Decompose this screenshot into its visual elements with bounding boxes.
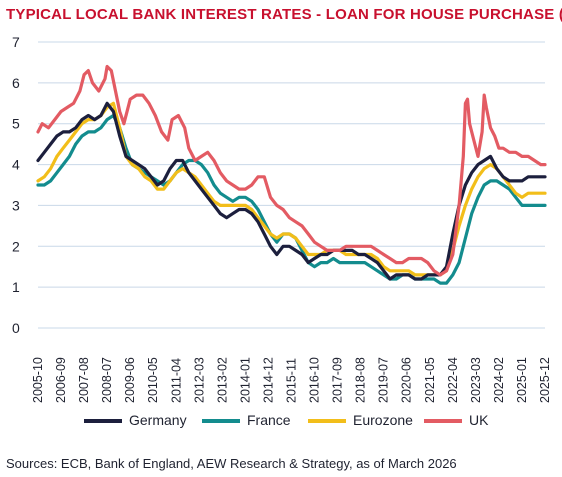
x-tick-label: 2018-08 (354, 357, 368, 403)
x-tick-label: 2010-05 (146, 357, 160, 403)
x-tick-label: 2011-04 (169, 358, 183, 403)
x-tick-label: 2014-01 (238, 357, 252, 403)
y-tick-label: 2 (12, 238, 20, 254)
x-tick-label: 2014-12 (261, 357, 275, 403)
x-tick-label: 2007-08 (77, 357, 91, 403)
legend-swatch-germany (84, 419, 122, 423)
x-tick-label: 2022-04 (446, 357, 460, 403)
x-tick-label: 2009-06 (123, 357, 137, 403)
y-tick-label: 1 (12, 279, 20, 295)
x-tick-label: 2025-12 (538, 357, 552, 403)
legend-label-france: France (247, 412, 291, 428)
x-tick-label: 2017-09 (331, 357, 345, 403)
legend-label-eurozone: Eurozone (353, 412, 413, 428)
x-tick-label: 2023-03 (469, 357, 483, 403)
x-tick-label: 2021-05 (423, 357, 437, 403)
x-tick-label: 2005-10 (31, 357, 45, 403)
x-axis-ticks: 2005-10 2006-09 2007-08 2008-07 2009-06 2010-… (31, 357, 552, 403)
x-tick-label: 2008-07 (100, 357, 114, 403)
series-line-uk (36, 64, 547, 277)
series-line-germany (36, 101, 547, 281)
y-tick-label: 4 (12, 157, 20, 173)
x-tick-label: 2020-06 (400, 357, 414, 403)
legend-swatch-france (202, 419, 240, 423)
y-tick-label: 5 (12, 116, 20, 132)
legend-swatch-uk (424, 419, 462, 423)
series-lines (36, 64, 547, 285)
legend-label-uk: UK (469, 412, 489, 428)
y-tick-label: 7 (12, 34, 20, 50)
y-tick-label: 3 (12, 197, 20, 213)
x-tick-label: 2012-03 (192, 357, 206, 403)
x-tick-label: 2006-09 (54, 357, 68, 403)
source-note: Sources: ECB, Bank of England, AEW Resea… (6, 456, 457, 471)
x-tick-label: 2025-01 (515, 357, 529, 403)
legend-swatch-eurozone (308, 419, 346, 423)
legend-label-germany: Germany (129, 412, 187, 428)
y-axis-ticks: 0 1 2 3 4 5 6 7 (12, 34, 20, 336)
x-tick-label: 2019-07 (377, 357, 391, 403)
y-tick-label: 6 (12, 75, 20, 91)
y-tick-label: 0 (12, 320, 20, 336)
x-tick-label: 2015-11 (285, 358, 299, 403)
x-tick-label: 2013-02 (215, 357, 229, 403)
x-tick-label: 2016-10 (308, 357, 322, 403)
x-tick-label: 2024-02 (492, 357, 506, 403)
chart-title: TYPICAL LOCAL BANK INTEREST RATES - LOAN… (6, 6, 562, 23)
